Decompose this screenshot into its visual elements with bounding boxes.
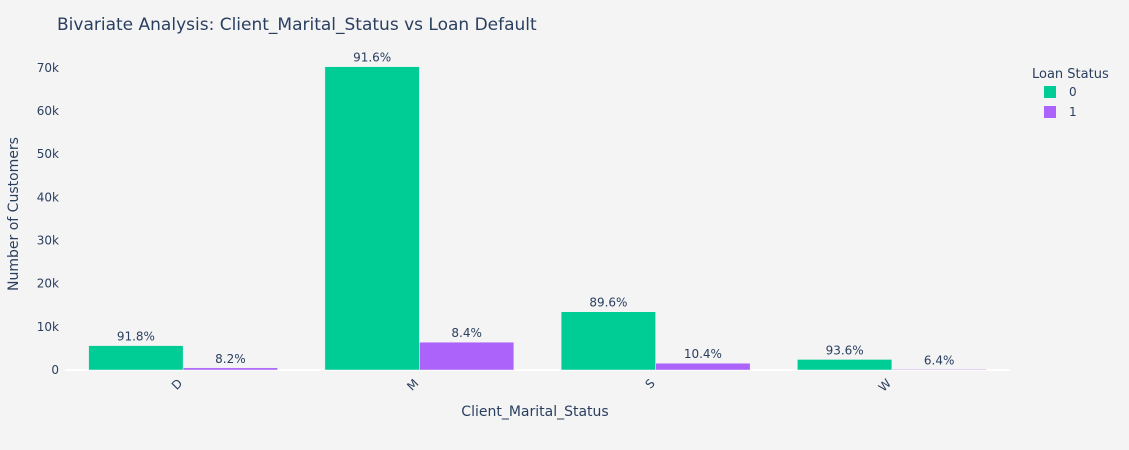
x-tick-label: W	[876, 376, 894, 394]
y-tick-label: 10k	[37, 320, 59, 334]
y-tick-label: 60k	[37, 104, 59, 118]
bar-data-label: 91.6%	[353, 51, 391, 65]
bar-data-label: 6.4%	[924, 353, 955, 367]
bar-data-label: 93.6%	[826, 343, 864, 357]
legend: Loan Status 0 1	[1032, 67, 1109, 119]
bar-data-label: 91.8%	[117, 330, 155, 344]
x-axis-title: Client_Marital_Status	[461, 404, 608, 420]
x-tick-label: S	[642, 376, 657, 391]
y-axis-title: Number of Customers	[6, 137, 22, 291]
legend-swatch-1[interactable]	[1044, 106, 1056, 118]
legend-label-1[interactable]: 1	[1069, 105, 1077, 119]
bar-data-label: 8.4%	[451, 326, 482, 340]
bar-data-label: 8.2%	[215, 352, 246, 366]
y-tick-label: 20k	[37, 277, 59, 291]
x-tick-label: D	[169, 376, 185, 392]
y-tick-label: 70k	[37, 61, 59, 75]
bar-S-series-0[interactable]	[560, 311, 656, 371]
legend-label-0[interactable]: 0	[1069, 85, 1077, 99]
y-axis-ticks: 0 10k 20k 30k 40k 50k 60k 70k	[37, 61, 59, 377]
y-tick-label: 40k	[37, 190, 59, 204]
x-tick-label: M	[404, 376, 421, 393]
bar-M-series-1[interactable]	[419, 341, 515, 371]
y-tick-label: 30k	[37, 234, 59, 248]
bar-W-series-0[interactable]	[797, 359, 893, 371]
bar-data-label: 89.6%	[589, 296, 627, 310]
bar-S-series-1[interactable]	[655, 362, 751, 371]
y-tick-label: 50k	[37, 147, 59, 161]
bar-W-series-1[interactable]	[891, 369, 987, 371]
bar-data-label: 10.4%	[684, 347, 722, 361]
bar-D-series-0[interactable]	[88, 345, 184, 371]
bar-D-series-1[interactable]	[182, 367, 278, 371]
plot-area: 91.8% 8.2% 91.6% 8.4% 89.6% 10.4% 93.6% 6.4%	[65, 51, 1010, 371]
chart-title: Bivariate Analysis: Client_Marital_Statu…	[57, 15, 537, 35]
y-tick-label: 0	[51, 363, 59, 377]
legend-title: Loan Status	[1032, 67, 1109, 82]
bar-M-series-0[interactable]	[324, 66, 420, 371]
legend-swatch-0[interactable]	[1044, 86, 1056, 98]
